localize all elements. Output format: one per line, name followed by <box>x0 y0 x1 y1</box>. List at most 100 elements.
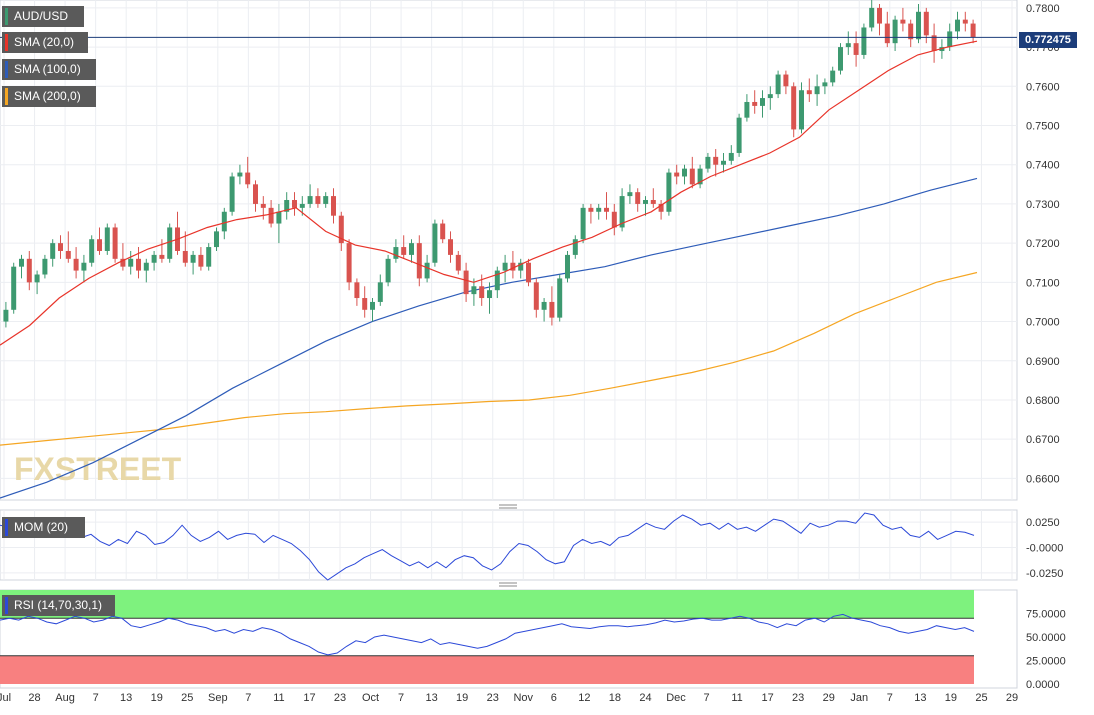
candle-body[interactable] <box>440 223 446 240</box>
mom-pane-resize-handle[interactable] <box>499 504 517 509</box>
candle-body[interactable] <box>713 156 719 165</box>
candle-body[interactable] <box>689 168 695 185</box>
candle-body[interactable] <box>479 286 485 299</box>
candle-body[interactable] <box>42 258 48 275</box>
candle-body[interactable] <box>143 262 149 271</box>
legend-sma100[interactable]: SMA (100,0) <box>2 59 96 80</box>
candle-body[interactable] <box>861 27 867 55</box>
legend-sma20[interactable]: SMA (20,0) <box>2 32 88 53</box>
candle-body[interactable] <box>104 227 110 251</box>
candle-body[interactable] <box>65 250 71 259</box>
candle-body[interactable] <box>81 262 87 271</box>
candle-body[interactable] <box>432 223 438 263</box>
candle-body[interactable] <box>744 101 750 118</box>
candle-body[interactable] <box>424 262 430 279</box>
rsi-pane-resize-handle[interactable] <box>499 582 517 587</box>
candle-body[interactable] <box>510 262 516 271</box>
candle-body[interactable] <box>580 207 586 240</box>
candle-body[interactable] <box>159 254 165 259</box>
candle-body[interactable] <box>650 200 656 204</box>
candle-body[interactable] <box>338 215 344 244</box>
candle-body[interactable] <box>136 258 141 271</box>
candle-body[interactable] <box>97 239 102 251</box>
candle-body[interactable] <box>112 227 118 259</box>
candle-body[interactable] <box>955 19 960 32</box>
candle-body[interactable] <box>830 70 836 83</box>
candle-body[interactable] <box>611 211 617 228</box>
candle-body[interactable] <box>822 82 828 87</box>
candle-body[interactable] <box>557 278 563 318</box>
candle-body[interactable] <box>736 117 742 153</box>
candle-body[interactable] <box>323 196 329 204</box>
candle-body[interactable] <box>50 243 56 259</box>
candle-body[interactable] <box>596 207 602 212</box>
candle-body[interactable] <box>190 254 196 263</box>
candle-body[interactable] <box>892 19 898 44</box>
candle-body[interactable] <box>791 86 797 130</box>
candle-body[interactable] <box>409 243 414 255</box>
candle-body[interactable] <box>292 200 297 208</box>
candle-body[interactable] <box>393 247 399 259</box>
candle-body[interactable] <box>463 270 469 295</box>
candle-body[interactable] <box>541 301 547 310</box>
candle-body[interactable] <box>377 282 383 302</box>
candle-body[interactable] <box>385 258 391 283</box>
candle-body[interactable] <box>970 23 976 38</box>
candle-body[interactable] <box>276 211 282 224</box>
candle-body[interactable] <box>455 254 461 271</box>
candle-body[interactable] <box>799 90 804 130</box>
candle-body[interactable] <box>916 11 921 40</box>
candle-body[interactable] <box>697 168 703 185</box>
candle-body[interactable] <box>260 203 266 208</box>
candle-body[interactable] <box>89 239 95 263</box>
candle-body[interactable] <box>416 243 422 279</box>
candle-body[interactable] <box>806 90 812 95</box>
candle-body[interactable] <box>666 172 672 212</box>
candle-body[interactable] <box>362 298 368 310</box>
candle-body[interactable] <box>526 262 531 283</box>
candle-body[interactable] <box>869 7 875 28</box>
candle-body[interactable] <box>767 94 773 99</box>
candle-body[interactable] <box>11 266 17 310</box>
candle-body[interactable] <box>884 23 890 44</box>
candle-body[interactable] <box>853 43 859 55</box>
candle-body[interactable] <box>214 231 219 248</box>
candle-body[interactable] <box>58 243 63 251</box>
candle-body[interactable] <box>299 203 305 208</box>
candle-body[interactable] <box>658 203 664 212</box>
candle-body[interactable] <box>487 290 492 299</box>
main-pane[interactable] <box>0 0 1018 501</box>
candle-body[interactable] <box>627 192 633 197</box>
candle-body[interactable] <box>588 207 594 212</box>
candle-body[interactable] <box>635 192 641 204</box>
candle-body[interactable] <box>221 211 227 232</box>
candle-body[interactable] <box>814 86 820 95</box>
candle-body[interactable] <box>533 282 539 310</box>
candle-body[interactable] <box>494 270 500 291</box>
candle-body[interactable] <box>877 7 882 24</box>
candle-body[interactable] <box>682 168 687 177</box>
candle-body[interactable] <box>26 258 32 283</box>
candle-body[interactable] <box>604 207 609 212</box>
candle-body[interactable] <box>471 286 477 295</box>
candle-body[interactable] <box>947 31 953 48</box>
candle-body[interactable] <box>900 19 906 24</box>
candle-body[interactable] <box>502 262 508 271</box>
candle-body[interactable] <box>307 196 313 204</box>
candle-body[interactable] <box>549 301 555 318</box>
candle-body[interactable] <box>760 98 765 106</box>
candle-body[interactable] <box>931 35 937 52</box>
candle-body[interactable] <box>845 43 851 48</box>
candle-body[interactable] <box>923 11 929 36</box>
candle-body[interactable] <box>34 274 40 283</box>
candle-body[interactable] <box>401 247 407 255</box>
candle-body[interactable] <box>721 160 726 165</box>
candle-body[interactable] <box>19 258 24 267</box>
candle-body[interactable] <box>752 101 758 106</box>
candle-body[interactable] <box>565 254 570 279</box>
candle-body[interactable] <box>838 47 843 71</box>
candle-body[interactable] <box>315 196 321 204</box>
candle-body[interactable] <box>346 243 352 283</box>
candle-body[interactable] <box>643 200 648 204</box>
